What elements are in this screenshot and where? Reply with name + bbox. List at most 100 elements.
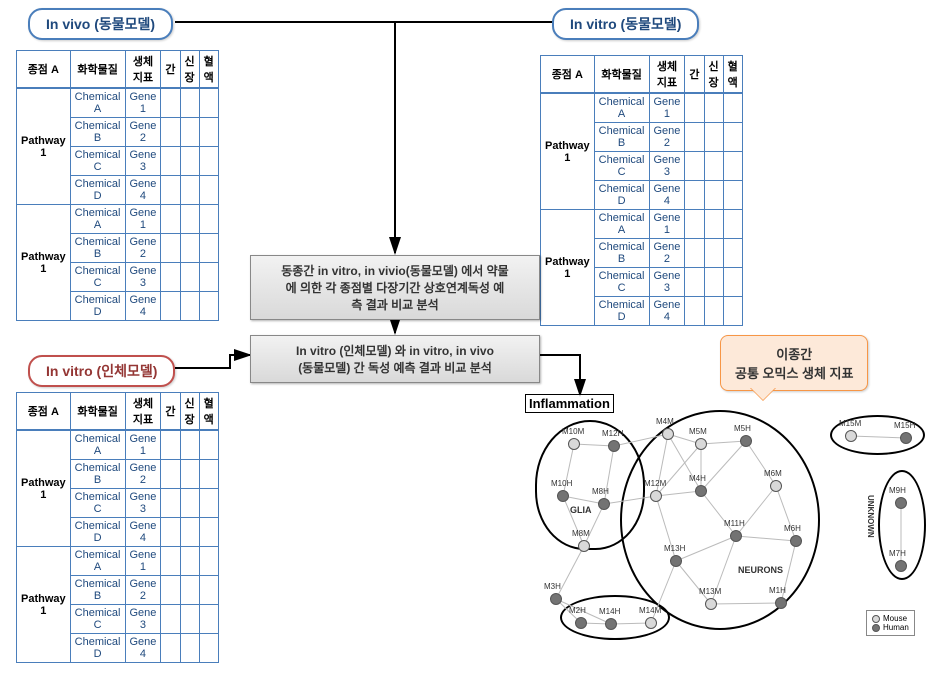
net-node-M14M (645, 617, 657, 629)
table-header: 화학물질 (70, 393, 125, 431)
net-node-label: M12H (602, 429, 623, 438)
table-row: Pathway 1Chemical AGene 1 (17, 547, 219, 576)
gene-cell: Gene 2 (125, 576, 161, 605)
chem-cell: Chemical C (70, 263, 125, 292)
unknown-label: UNKNOWN (866, 495, 875, 538)
net-node-M13M (705, 598, 717, 610)
net-node-M5M (695, 438, 707, 450)
net-node-label: M3H (544, 582, 561, 591)
table-header: 간 (161, 393, 180, 431)
pathway-cell: Pathway 1 (541, 93, 595, 210)
net-node-label: M5M (689, 427, 707, 436)
net-node-M8M (578, 540, 590, 552)
gene-cell: Gene 1 (125, 547, 161, 576)
net-node-label: M8H (592, 487, 609, 496)
table-header: 신장 (704, 56, 723, 94)
table-header: 간 (685, 56, 704, 94)
callout: 이종간 공통 오믹스 생체 지표 (720, 335, 868, 391)
table-header: 혈액 (199, 51, 218, 89)
table-header: 종점 A (17, 51, 71, 89)
chem-cell: Chemical B (70, 118, 125, 147)
table-header: 신장 (180, 51, 199, 89)
net-node-label: M15H (894, 421, 915, 430)
table-header: 종점 A (541, 56, 595, 94)
table-row: Pathway 1Chemical AGene 1 (17, 430, 219, 460)
net-node-M10H (557, 490, 569, 502)
net-node-M6H (790, 535, 802, 547)
gene-cell: Gene 3 (649, 268, 685, 297)
table-row: Pathway 1Chemical AGene 1 (541, 210, 743, 239)
chem-cell: Chemical B (70, 234, 125, 263)
gene-cell: Gene 1 (649, 93, 685, 123)
gene-cell: Gene 2 (125, 234, 161, 263)
chem-cell: Chemical C (70, 489, 125, 518)
legend: Mouse Human (866, 610, 915, 636)
net-node-label: M8M (572, 529, 590, 538)
chem-cell: Chemical D (594, 297, 649, 326)
net-node-M13H (670, 555, 682, 567)
net-node-label: M7H (889, 549, 906, 558)
table-header: 화학물질 (594, 56, 649, 94)
gene-cell: Gene 1 (125, 205, 161, 234)
legend-mouse: Mouse (872, 614, 909, 623)
table-header: 혈액 (723, 56, 742, 94)
chem-cell: Chemical C (594, 152, 649, 181)
net-node-M11H (730, 530, 742, 542)
chem-cell: Chemical A (70, 547, 125, 576)
net-node-label: M4H (689, 474, 706, 483)
gene-cell: Gene 3 (125, 263, 161, 292)
gene-cell: Gene 1 (649, 210, 685, 239)
net-node-M15H (900, 432, 912, 444)
gene-cell: Gene 1 (125, 430, 161, 460)
desc2-text: In vitro (인체모델) 와 in vitro, in vivo (동물모… (296, 344, 494, 375)
table-header: 생체지표 (649, 56, 685, 94)
net-node-M6M (770, 480, 782, 492)
table-row: Pathway 1Chemical AGene 1 (541, 93, 743, 123)
net-node-M9H (895, 497, 907, 509)
gene-cell: Gene 2 (649, 123, 685, 152)
table-header: 혈액 (199, 393, 218, 431)
table-header: 간 (161, 51, 180, 89)
chem-cell: Chemical A (70, 430, 125, 460)
chem-cell: Chemical B (70, 576, 125, 605)
net-node-M5H (740, 435, 752, 447)
net-node-label: M10H (551, 479, 572, 488)
invitro-human-label: In vitro (인체모델) (28, 355, 175, 387)
gene-cell: Gene 4 (125, 176, 161, 205)
chem-cell: Chemical D (70, 518, 125, 547)
gene-cell: Gene 3 (649, 152, 685, 181)
net-node-label: M5H (734, 424, 751, 433)
table-header: 생체지표 (125, 51, 161, 89)
net-node-M3H (550, 593, 562, 605)
table-header: 신장 (180, 393, 199, 431)
net-node-label: M6H (784, 524, 801, 533)
net-node-label: M13M (699, 587, 721, 596)
chem-cell: Chemical C (70, 147, 125, 176)
gene-cell: Gene 4 (125, 292, 161, 321)
invivo-label: In vivo (동물모델) (28, 8, 173, 40)
chem-cell: Chemical D (594, 181, 649, 210)
chem-cell: Chemical B (70, 460, 125, 489)
table-row: Pathway 1Chemical AGene 1 (17, 205, 219, 234)
table-header: 종점 A (17, 393, 71, 431)
desc1-text: 동종간 in vitro, in vivio(동물모델) 에서 약물 에 의한 … (281, 264, 508, 312)
chem-cell: Chemical D (70, 634, 125, 663)
table-row: Pathway 1Chemical AGene 1 (17, 88, 219, 118)
desc-box-1: 동종간 in vitro, in vivio(동물모델) 에서 약물 에 의한 … (250, 255, 540, 320)
net-node-label: M9H (889, 486, 906, 495)
net-node-label: M4M (656, 417, 674, 426)
gene-cell: Gene 4 (125, 634, 161, 663)
pathway-cell: Pathway 1 (17, 88, 71, 205)
net-node-M15M (845, 430, 857, 442)
net-node-label: M15M (839, 419, 861, 428)
callout-text: 이종간 공통 오믹스 생체 지표 (735, 347, 853, 381)
desc-box-2: In vitro (인체모델) 와 in vitro, in vivo (동물모… (250, 335, 540, 383)
net-node-label: M13H (664, 544, 685, 553)
chem-cell: Chemical B (594, 239, 649, 268)
chem-cell: Chemical A (594, 210, 649, 239)
gene-cell: Gene 4 (649, 181, 685, 210)
net-node-M8H (598, 498, 610, 510)
chem-cell: Chemical D (70, 292, 125, 321)
gene-cell: Gene 4 (649, 297, 685, 326)
net-node-M10M (568, 438, 580, 450)
